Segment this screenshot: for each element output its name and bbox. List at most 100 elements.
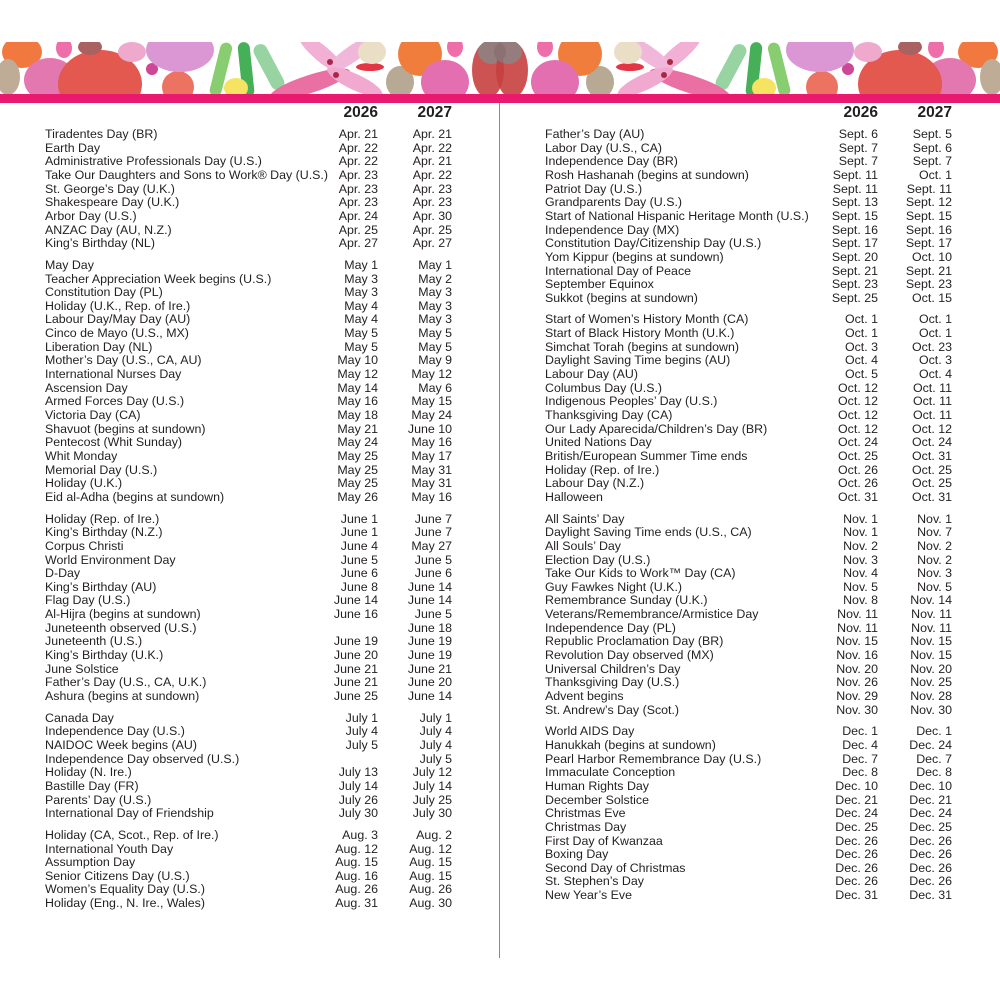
date-2026: Nov. 15 (836, 634, 878, 649)
date-2027: Sept. 16 (905, 222, 952, 237)
date-2026: Sept. 6 (838, 127, 878, 141)
date-2026: Oct. 1 (844, 312, 878, 327)
date-2027: Oct. 11 (912, 408, 952, 422)
holiday-name: Whit Monday (45, 448, 118, 463)
date-2027: Apr. 23 (412, 195, 452, 210)
date-2026: May 26 (337, 489, 378, 504)
holiday-name: Pearl Harbor Remembrance Day (U.S.) (545, 751, 762, 766)
date-2026: May 5 (344, 326, 378, 341)
date-2027: Dec. 21 (909, 792, 952, 807)
holiday-name: Columbus Day (U.S.) (545, 380, 663, 395)
date-2027: Oct. 23 (912, 339, 952, 354)
holiday-name: Independence Day (U.S.) (45, 724, 185, 739)
date-2026: June 20 (333, 648, 378, 663)
date-2026: May 3 (344, 285, 378, 300)
holiday-name: Start of Black History Month (U.K.) (545, 326, 735, 341)
date-2026: Dec. 8 (842, 765, 878, 780)
date-2026: Oct. 12 (838, 394, 878, 409)
holiday-name: Start of National Hispanic Heritage Mont… (545, 208, 809, 223)
date-2027: Apr. 30 (412, 208, 452, 223)
date-2027: June 14 (407, 593, 452, 608)
date-2027: Apr. 22 (412, 140, 452, 155)
holiday-name: United Nations Day (545, 435, 652, 450)
date-2026: Dec. 21 (835, 792, 878, 807)
holiday-name: International Youth Day (45, 841, 174, 856)
date-2026: Nov. 16 (836, 648, 878, 663)
holiday-name: International Day of Friendship (45, 806, 214, 821)
date-2027: July 14 (412, 778, 452, 793)
date-2027: Nov. 3 (917, 566, 952, 581)
holiday-name: St. George’s Day (U.K.) (45, 181, 175, 196)
date-2027: July 1 (419, 710, 452, 725)
date-2027: May 27 (411, 538, 452, 553)
holiday-name: Women’s Equality Day (U.S.) (45, 882, 205, 897)
holiday-name: Assumption Day (45, 855, 136, 870)
holiday-name: Canada Day (45, 710, 114, 725)
date-2027: Aug. 15 (409, 868, 452, 883)
date-2026: Nov. 11 (837, 607, 878, 622)
date-2026: Aug. 31 (335, 896, 378, 911)
date-2027: June 21 (407, 661, 452, 676)
date-2026: June 6 (340, 566, 378, 581)
holiday-name: Remembrance Sunday (U.K.) (545, 593, 708, 608)
date-2026: Sept. 20 (831, 249, 878, 264)
holiday-name: Holiday (Eng., N. Ire., Wales) (45, 896, 205, 911)
holiday-name: Rosh Hashanah (begins at sundown) (545, 167, 749, 182)
holiday-name: Parents’ Day (U.S.) (45, 792, 152, 807)
date-2027: Aug. 12 (409, 841, 452, 856)
date-2026: May 12 (337, 367, 378, 382)
date-2027: Nov. 1 (917, 511, 952, 526)
holiday-name: Pentecost (Whit Sunday) (45, 435, 183, 450)
date-2027: May 2 (418, 271, 452, 286)
holiday-name: Immaculate Conception (545, 765, 676, 780)
date-2027: May 3 (418, 312, 452, 327)
date-2026: Oct. 4 (844, 353, 878, 368)
date-2026: July 26 (338, 792, 378, 807)
date-2026: May 25 (337, 462, 378, 477)
date-2026: Oct. 31 (838, 489, 878, 504)
holiday-name: King’s Birthday (AU) (45, 579, 157, 594)
date-2026: June 16 (333, 607, 378, 622)
date-2027: July 30 (412, 806, 452, 821)
holiday-name: King’s Birthday (U.K.) (45, 648, 164, 663)
date-2026: Oct. 12 (838, 408, 878, 422)
holiday-name: Labour Day/May Day (AU) (45, 312, 191, 327)
date-2026: Nov. 8 (843, 593, 878, 608)
holiday-name: Father’s Day (U.S., CA, U.K.) (45, 675, 207, 690)
date-2026: Nov. 20 (836, 661, 878, 676)
date-2027: June 14 (407, 579, 452, 594)
date-2026: Nov. 1 (843, 525, 878, 540)
date-2027: Oct. 25 (912, 476, 952, 491)
date-2027: May 5 (418, 326, 452, 341)
date-2027: Apr. 23 (412, 181, 452, 196)
date-2027: Nov. 30 (910, 702, 952, 717)
date-2026: Aug. 15 (335, 855, 378, 870)
date-2026: Sept. 16 (831, 222, 878, 237)
date-2027: July 4 (419, 724, 452, 739)
date-2026: Apr. 23 (338, 167, 378, 182)
year-header-2026: 2026 (343, 104, 378, 121)
date-2026: May 21 (337, 421, 378, 436)
holiday-name: Mother’s Day (U.S., CA, AU) (45, 353, 202, 368)
date-2026: Sept. 11 (832, 167, 878, 182)
date-2026: May 16 (337, 394, 378, 409)
page-divider (499, 103, 500, 958)
holiday-name: Senior Citizens Day (U.S.) (45, 868, 190, 883)
date-2027: May 5 (418, 339, 452, 354)
holiday-name: Advent begins (545, 689, 624, 703)
date-2027: Nov. 20 (910, 661, 952, 676)
holiday-name: First Day of Kwanzaa (545, 833, 663, 848)
date-2026: Sept. 15 (831, 208, 878, 223)
holiday-name: Patriot Day (U.S.) (545, 181, 643, 196)
date-2027: Apr. 25 (412, 222, 452, 237)
date-2027: Dec. 10 (909, 778, 952, 793)
date-2027: June 7 (414, 511, 452, 526)
date-2027: Aug. 2 (416, 827, 452, 842)
holiday-name: Our Lady Aparecida/Children’s Day (BR) (545, 421, 768, 436)
date-2026: Dec. 26 (835, 860, 878, 875)
holiday-name: Cinco de Mayo (U.S., MX) (45, 326, 189, 341)
holiday-name: Start of Women’s History Month (CA) (545, 312, 749, 327)
date-2027: Nov. 28 (910, 689, 952, 703)
date-2027: Oct. 31 (912, 489, 952, 504)
holiday-name: Holiday (U.K.) (45, 476, 123, 491)
